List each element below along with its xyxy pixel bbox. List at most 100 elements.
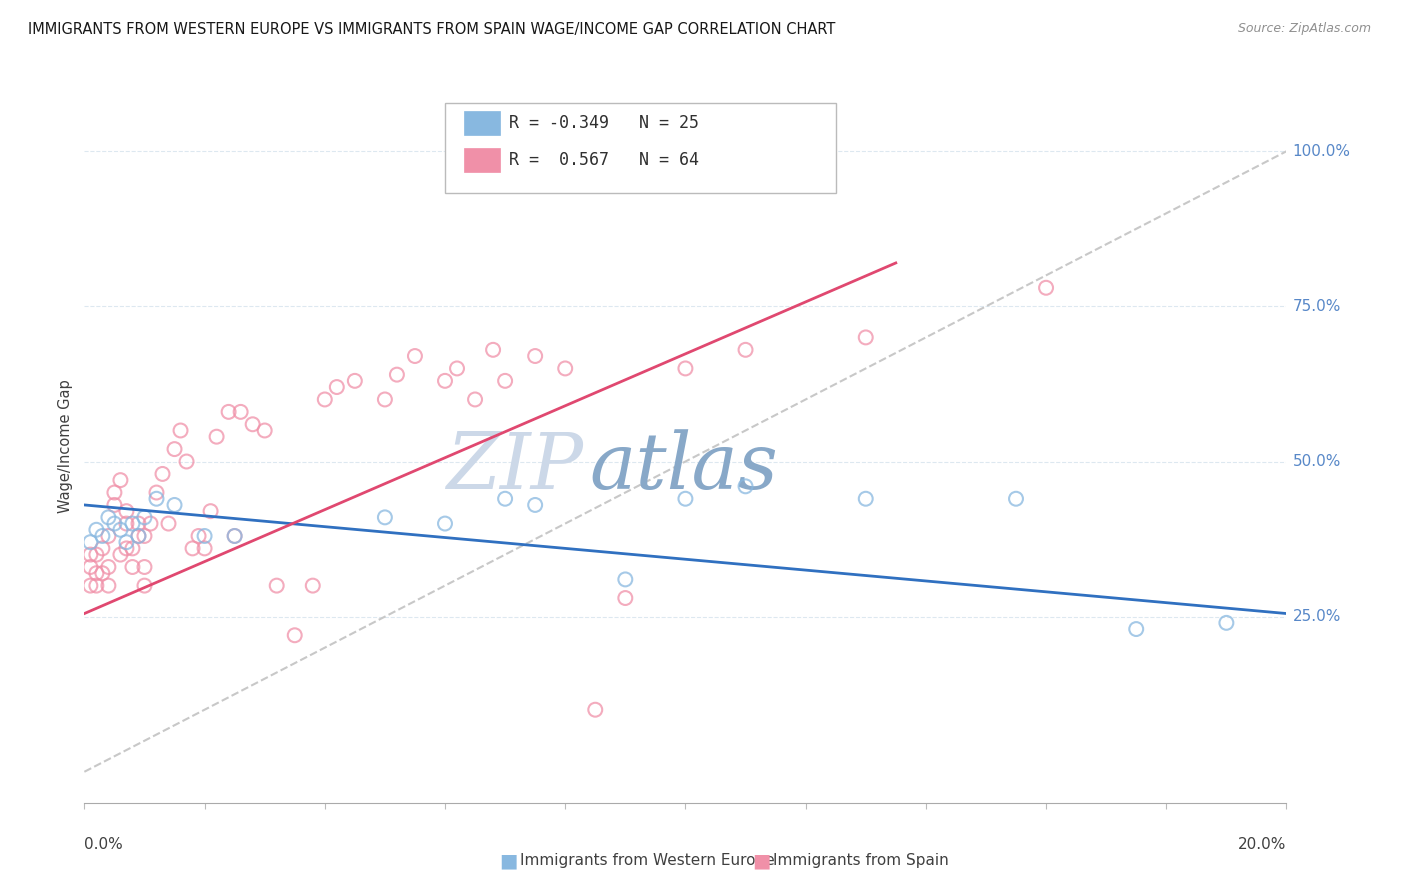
Point bbox=[326, 380, 349, 394]
FancyBboxPatch shape bbox=[464, 111, 501, 135]
Point bbox=[86, 566, 108, 581]
Point bbox=[110, 473, 132, 487]
Point bbox=[464, 392, 486, 407]
Point bbox=[103, 485, 125, 500]
Point bbox=[434, 516, 457, 531]
Point bbox=[79, 560, 101, 574]
Point bbox=[1125, 622, 1147, 636]
Point bbox=[194, 541, 217, 556]
Point bbox=[675, 491, 697, 506]
Point bbox=[242, 417, 264, 432]
Point bbox=[134, 510, 156, 524]
Point bbox=[1035, 281, 1057, 295]
Point bbox=[79, 535, 101, 549]
Y-axis label: Wage/Income Gap: Wage/Income Gap bbox=[58, 379, 73, 513]
Point bbox=[176, 454, 198, 468]
Point bbox=[614, 573, 637, 587]
Point bbox=[266, 579, 288, 593]
Point bbox=[110, 523, 132, 537]
Point bbox=[127, 529, 149, 543]
Point bbox=[145, 485, 167, 500]
Point bbox=[86, 548, 108, 562]
Point bbox=[91, 529, 114, 543]
Point bbox=[121, 516, 143, 531]
Point bbox=[91, 541, 114, 556]
Text: ■: ■ bbox=[499, 851, 517, 871]
Point bbox=[314, 392, 336, 407]
Point bbox=[97, 529, 120, 543]
Point bbox=[224, 529, 246, 543]
Point bbox=[163, 498, 186, 512]
Text: atlas: atlas bbox=[589, 429, 778, 506]
Point bbox=[163, 442, 186, 456]
Point bbox=[434, 374, 457, 388]
Point bbox=[127, 529, 149, 543]
Point bbox=[86, 523, 108, 537]
Point bbox=[79, 548, 101, 562]
Point bbox=[145, 491, 167, 506]
Point bbox=[187, 529, 209, 543]
Point bbox=[91, 566, 114, 581]
Point bbox=[1215, 615, 1237, 630]
Point bbox=[734, 343, 756, 357]
Point bbox=[253, 424, 276, 438]
Text: Immigrants from Spain: Immigrants from Spain bbox=[773, 854, 949, 868]
Point bbox=[205, 430, 228, 444]
Text: 20.0%: 20.0% bbox=[1239, 837, 1286, 852]
Point bbox=[86, 579, 108, 593]
Point bbox=[494, 491, 516, 506]
Point bbox=[169, 424, 191, 438]
Text: ■: ■ bbox=[752, 851, 770, 871]
Point bbox=[134, 529, 156, 543]
Point bbox=[284, 628, 307, 642]
Point bbox=[404, 349, 426, 363]
Point bbox=[97, 510, 120, 524]
Point bbox=[482, 343, 505, 357]
FancyBboxPatch shape bbox=[464, 148, 501, 172]
Point bbox=[343, 374, 366, 388]
Text: Immigrants from Western Europe: Immigrants from Western Europe bbox=[520, 854, 775, 868]
Point bbox=[494, 374, 516, 388]
Point bbox=[110, 548, 132, 562]
Point bbox=[115, 541, 138, 556]
Point bbox=[374, 510, 396, 524]
Point bbox=[103, 516, 125, 531]
Point bbox=[139, 516, 162, 531]
Point bbox=[200, 504, 222, 518]
Point bbox=[229, 405, 252, 419]
Point bbox=[734, 479, 756, 493]
Point bbox=[675, 361, 697, 376]
Text: Source: ZipAtlas.com: Source: ZipAtlas.com bbox=[1237, 22, 1371, 36]
Point bbox=[157, 516, 180, 531]
Text: 50.0%: 50.0% bbox=[1292, 454, 1341, 469]
Text: ZIP: ZIP bbox=[446, 429, 583, 506]
Point bbox=[127, 516, 149, 531]
Text: 100.0%: 100.0% bbox=[1292, 144, 1351, 159]
Point bbox=[103, 498, 125, 512]
Text: 25.0%: 25.0% bbox=[1292, 609, 1341, 624]
Point bbox=[218, 405, 240, 419]
Point bbox=[134, 579, 156, 593]
Point bbox=[855, 330, 877, 344]
Point bbox=[446, 361, 468, 376]
Point bbox=[374, 392, 396, 407]
Point bbox=[301, 579, 323, 593]
FancyBboxPatch shape bbox=[446, 103, 835, 193]
Point bbox=[97, 579, 120, 593]
Text: 75.0%: 75.0% bbox=[1292, 299, 1341, 314]
Text: IMMIGRANTS FROM WESTERN EUROPE VS IMMIGRANTS FROM SPAIN WAGE/INCOME GAP CORRELAT: IMMIGRANTS FROM WESTERN EUROPE VS IMMIGR… bbox=[28, 22, 835, 37]
Point bbox=[554, 361, 576, 376]
Point bbox=[79, 579, 101, 593]
Point bbox=[181, 541, 204, 556]
Point bbox=[583, 703, 606, 717]
Point bbox=[855, 491, 877, 506]
Text: R =  0.567   N = 64: R = 0.567 N = 64 bbox=[509, 151, 699, 169]
Point bbox=[524, 349, 547, 363]
Point bbox=[115, 504, 138, 518]
Point bbox=[224, 529, 246, 543]
Point bbox=[614, 591, 637, 605]
Text: 0.0%: 0.0% bbox=[84, 837, 124, 852]
Point bbox=[121, 560, 143, 574]
Point bbox=[524, 498, 547, 512]
Point bbox=[152, 467, 174, 481]
